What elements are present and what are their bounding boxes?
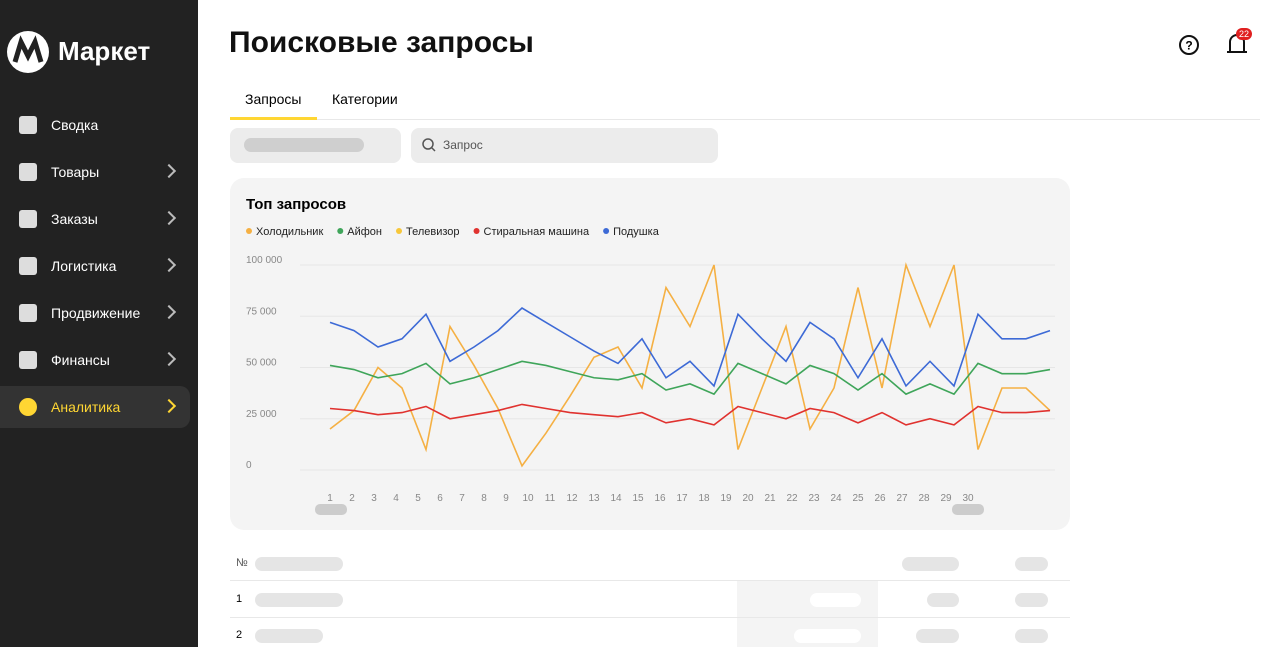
x-tick-label: 29 xyxy=(940,493,952,504)
legend-dot xyxy=(473,228,480,234)
search-input[interactable]: Запрос xyxy=(411,128,718,163)
nav-item[interactable]: Логистика xyxy=(0,245,190,287)
legend-dot xyxy=(337,228,344,234)
logo-text: Маркет xyxy=(58,36,151,66)
tabs-divider xyxy=(317,119,1260,120)
series-line xyxy=(329,360,1051,396)
nav-label: Аналитика xyxy=(51,399,121,415)
x-tick-label: 17 xyxy=(676,493,688,504)
x-tick-label: 13 xyxy=(588,493,600,504)
x-tick-label: 30 xyxy=(962,493,974,504)
scroll-handle xyxy=(315,504,347,515)
nav-item[interactable]: Аналитика xyxy=(0,386,190,428)
x-tick-label: 24 xyxy=(830,493,842,504)
logo-icon xyxy=(7,31,49,73)
y-tick-label: 25 000 xyxy=(246,409,277,420)
nav-label: Сводка xyxy=(51,117,99,133)
x-tick-label: 5 xyxy=(415,493,421,504)
table-row-number: 1 xyxy=(236,593,243,605)
y-tick-label: 0 xyxy=(246,460,252,471)
nav-item[interactable]: Продвижение xyxy=(0,292,190,334)
legend-label: Айфон xyxy=(347,226,382,238)
legend-label: Холодильник xyxy=(256,226,323,238)
nav-label: Заказы xyxy=(51,211,98,227)
legend-dot xyxy=(396,228,402,234)
x-tick-label: 14 xyxy=(610,493,622,504)
table-row-number: 2 xyxy=(236,629,243,641)
legend-label: Телевизор xyxy=(406,226,460,238)
page-title: Поисковые запросы xyxy=(229,26,534,59)
x-tick-label: 7 xyxy=(459,493,465,504)
y-tick-label: 50 000 xyxy=(246,358,277,369)
x-tick-label: 26 xyxy=(874,493,886,504)
x-tick-label: 4 xyxy=(393,493,399,504)
legend-label: Стиральная машина xyxy=(484,226,590,238)
legend-dot xyxy=(246,228,252,234)
x-tick-label: 15 xyxy=(632,493,644,504)
sidebar: Маркет Сводка Товары Заказы Логистика Продви… xyxy=(0,0,198,647)
notification-badge: 22 xyxy=(1236,28,1253,40)
series-line xyxy=(329,307,1051,388)
scroll-handle xyxy=(952,504,984,515)
x-tick-label: 18 xyxy=(698,493,710,504)
tab[interactable]: Запросы xyxy=(245,91,302,107)
x-tick-label: 19 xyxy=(720,493,732,504)
legend-dot xyxy=(603,228,610,234)
nav-label: Финансы xyxy=(51,352,110,368)
legend-label: Подушка xyxy=(613,226,660,238)
series-line xyxy=(329,262,1051,468)
x-tick-label: 11 xyxy=(545,493,556,504)
nav-item[interactable]: Финансы xyxy=(0,339,190,381)
series-line xyxy=(329,403,1051,426)
x-tick-label: 20 xyxy=(742,493,754,504)
nav-item[interactable]: Заказы xyxy=(0,198,190,240)
svg-text:?: ? xyxy=(1185,39,1192,53)
x-tick-label: 21 xyxy=(764,493,776,504)
x-tick-label: 27 xyxy=(896,493,908,504)
x-tick-label: 2 xyxy=(349,493,355,504)
nav-label: Товары xyxy=(51,164,100,180)
nav-item[interactable]: Товары xyxy=(0,151,190,193)
search-placeholder: Запрос xyxy=(443,138,483,152)
nav-item[interactable]: Сводка xyxy=(0,104,190,146)
y-tick-label: 100 000 xyxy=(246,255,283,266)
tab[interactable]: Категории xyxy=(332,91,398,107)
x-tick-label: 10 xyxy=(522,493,534,504)
help-icon[interactable]: ? xyxy=(1178,34,1200,56)
x-tick-label: 25 xyxy=(852,493,864,504)
x-tick-label: 22 xyxy=(786,493,798,504)
chart-title: Топ запросов xyxy=(246,196,346,213)
table-header: № xyxy=(236,557,248,569)
x-tick-label: 6 xyxy=(437,493,443,504)
x-tick-label: 12 xyxy=(566,493,578,504)
tab-underline xyxy=(230,117,317,120)
nav-label: Продвижение xyxy=(51,305,141,321)
x-tick-label: 23 xyxy=(808,493,820,504)
x-tick-label: 1 xyxy=(327,493,333,504)
date-picker[interactable] xyxy=(230,128,401,163)
x-tick-label: 9 xyxy=(503,493,509,504)
x-tick-label: 8 xyxy=(481,493,487,504)
x-tick-label: 3 xyxy=(371,493,377,504)
x-tick-label: 16 xyxy=(654,493,666,504)
nav-label: Логистика xyxy=(51,258,117,274)
x-tick-label: 28 xyxy=(918,493,930,504)
y-tick-label: 75 000 xyxy=(246,306,277,317)
